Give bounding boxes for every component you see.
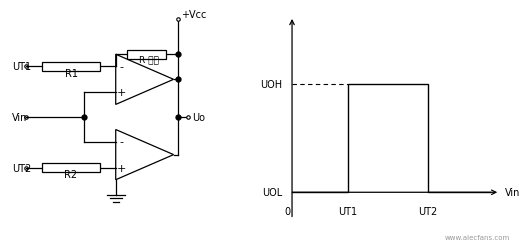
Bar [127, 50, 166, 59]
Text: UOL: UOL [262, 188, 282, 198]
Text: +: + [117, 163, 126, 173]
Text: +Vcc: +Vcc [181, 10, 207, 20]
Text: -: - [119, 137, 124, 147]
Text: R2: R2 [65, 170, 77, 179]
Bar [43, 164, 99, 172]
Bar [43, 62, 99, 72]
Text: www.alecfans.com: www.alecfans.com [445, 234, 510, 240]
Text: Vin: Vin [505, 188, 520, 198]
Text: +: + [117, 88, 126, 98]
Text: UT2: UT2 [12, 163, 31, 173]
Text: UT1: UT1 [12, 62, 31, 72]
Text: UOH: UOH [260, 80, 282, 90]
Text: -: - [119, 62, 124, 72]
Text: Vin: Vin [12, 112, 27, 122]
Text: R 上限: R 上限 [139, 56, 159, 64]
Text: UT2: UT2 [418, 206, 437, 216]
Text: Uo: Uo [192, 112, 205, 122]
Text: 0: 0 [284, 206, 290, 216]
Text: UT1: UT1 [338, 206, 357, 216]
Text: R1: R1 [65, 68, 77, 78]
